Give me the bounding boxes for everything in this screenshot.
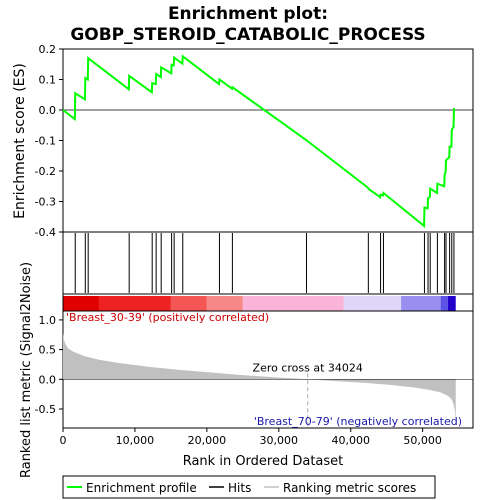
- es-y-tick-label: -0.4: [35, 226, 56, 239]
- es-y-tick-label: 0.1: [39, 74, 57, 87]
- chart-title-line1: Enrichment plot:: [168, 4, 328, 24]
- heatmap-segment: [440, 296, 448, 311]
- heatmap-segment: [242, 296, 344, 311]
- metric-x-tick-label: 10,000: [116, 434, 155, 447]
- heatmap-segment: [447, 296, 456, 311]
- es-panel-frame: [62, 48, 474, 233]
- heatmap-segment: [170, 296, 207, 311]
- legend-label-ranking-metric: Ranking metric scores: [283, 481, 416, 495]
- metric-x-tick-label: 0: [60, 434, 67, 447]
- chart-title-line2: GOBP_STEROID_CATABOLIC_PROCESS: [70, 25, 425, 45]
- es-y-tick-label: 0.2: [39, 43, 57, 56]
- metric-y-tick-label: -0.5: [35, 403, 56, 416]
- positive-correlation-label: 'Breast_30-39' (positively correlated): [66, 311, 269, 324]
- metric-x-axis-label: Rank in Ordered Dataset: [183, 454, 344, 469]
- zero-cross-label: Zero cross at 34024: [253, 361, 363, 374]
- legend-label-enrichment-profile: Enrichment profile: [86, 481, 197, 495]
- es-y-tick-label: -0.1: [35, 135, 56, 148]
- metric-panel-frame: [62, 310, 474, 429]
- es-y-tick-label: 0.0: [39, 104, 57, 117]
- metric-y-tick-label: 0.5: [39, 344, 57, 357]
- negative-correlation-label: 'Breast_70-79' (negatively correlated): [254, 415, 462, 428]
- metric-x-tick-label: 50,000: [403, 434, 442, 447]
- es-y-tick-label: -0.2: [35, 165, 56, 178]
- metric-x-ticks: 0 10,000 20,000 30,000 40,000 50,000: [60, 428, 442, 447]
- legend-label-hits: Hits: [228, 481, 251, 495]
- heatmap-segment: [98, 296, 171, 311]
- rank-heatmap-bar: [62, 293, 474, 312]
- metric-y-tick-label: 1.0: [39, 314, 57, 327]
- hits-group: [74, 233, 455, 293]
- heatmap-segment: [63, 296, 99, 311]
- metric-y-ticks: 1.0 0.5 0.0 -0.5: [35, 314, 63, 416]
- metric-x-tick-label: 20,000: [188, 434, 227, 447]
- heatmap-segment: [401, 296, 441, 311]
- metric-y-axis-label: Ranked list metric (Signal2Noise): [19, 262, 34, 478]
- metric-y-tick-label: 0.0: [39, 373, 57, 386]
- es-y-ticks: 0.2 0.1 0.0 -0.1 -0.2 -0.3 -0.4: [35, 43, 63, 239]
- heatmap-segment: [206, 296, 243, 311]
- heatmap-segment: [343, 296, 402, 311]
- metric-x-tick-label: 40,000: [331, 434, 370, 447]
- es-y-tick-label: -0.3: [35, 196, 56, 209]
- hits-panel-frame: [62, 231, 474, 295]
- metric-x-tick-label: 30,000: [260, 434, 299, 447]
- legend-frame: [62, 475, 436, 499]
- enrichment-profile-line: [62, 54, 456, 228]
- es-y-axis-label: Enrichment score (ES): [12, 63, 28, 219]
